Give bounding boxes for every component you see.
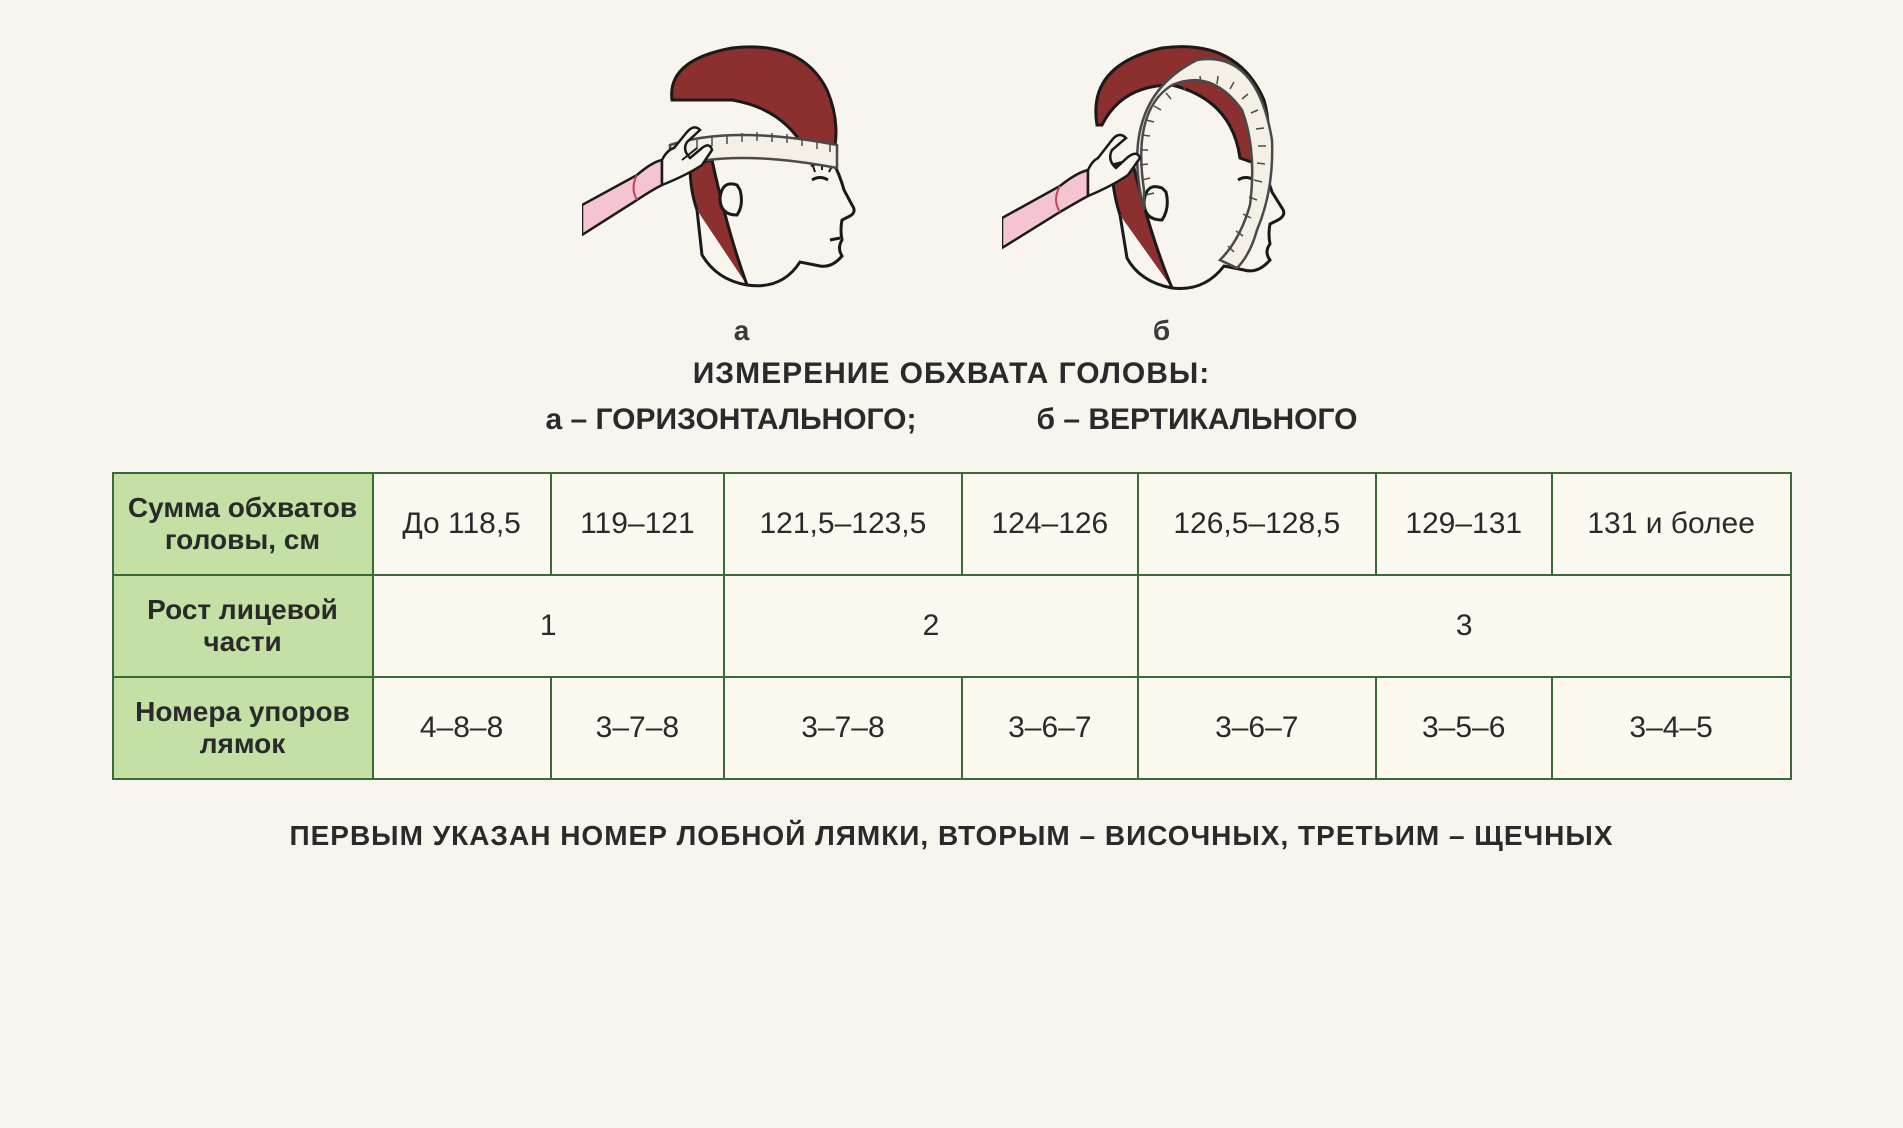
table-cell: 3–6–7 bbox=[1138, 677, 1376, 779]
table-cell: 124–126 bbox=[962, 473, 1138, 575]
table-cell: 131 и более bbox=[1552, 473, 1791, 575]
title-block: ИЗМЕРЕНИЕ ОБХВАТА ГОЛОВЫ: а – ГОРИЗОНТАЛ… bbox=[546, 357, 1358, 437]
illustration-b-label: б bbox=[1153, 315, 1170, 347]
table-cell: 3–7–8 bbox=[724, 677, 962, 779]
table-cell: 3 bbox=[1138, 575, 1791, 677]
title-main: ИЗМЕРЕНИЕ ОБХВАТА ГОЛОВЫ: bbox=[546, 357, 1358, 391]
title-sub-b: б – ВЕРТИКАЛЬНОГО bbox=[1037, 403, 1358, 437]
table-cell: 119–121 bbox=[551, 473, 724, 575]
head-horizontal-icon bbox=[582, 30, 902, 310]
illustration-a: а bbox=[582, 30, 902, 347]
illustration-b: б bbox=[1002, 30, 1322, 347]
table-cell: 4–8–8 bbox=[373, 677, 551, 779]
table-cell: 3–5–6 bbox=[1376, 677, 1552, 779]
illustrations-row: а bbox=[582, 30, 1322, 347]
footnote: ПЕРВЫМ УКАЗАН НОМЕР ЛОБНОЙ ЛЯМКИ, ВТОРЫМ… bbox=[289, 820, 1613, 852]
illustration-a-label: а bbox=[734, 315, 750, 347]
table-cell: 3–4–5 bbox=[1552, 677, 1791, 779]
sizing-table: Сумма обхватов головы, см До 118,5 119–1… bbox=[112, 472, 1792, 780]
table-row: Сумма обхватов головы, см До 118,5 119–1… bbox=[113, 473, 1791, 575]
table-cell: 126,5–128,5 bbox=[1138, 473, 1376, 575]
table-cell: 2 bbox=[724, 575, 1138, 677]
table-cell: 121,5–123,5 bbox=[724, 473, 962, 575]
row3-header: Номера упоров лямок bbox=[113, 677, 373, 779]
row2-header: Рост лицевой части bbox=[113, 575, 373, 677]
table-cell: 1 bbox=[373, 575, 725, 677]
table-row: Рост лицевой части 1 2 3 bbox=[113, 575, 1791, 677]
title-sub: а – ГОРИЗОНТАЛЬНОГО; б – ВЕРТИКАЛЬНОГО bbox=[546, 403, 1358, 437]
head-vertical-icon bbox=[1002, 30, 1322, 310]
row1-header: Сумма обхватов головы, см bbox=[113, 473, 373, 575]
table-cell: 3–6–7 bbox=[962, 677, 1138, 779]
table-cell: 129–131 bbox=[1376, 473, 1552, 575]
table-cell: До 118,5 bbox=[373, 473, 551, 575]
table-cell: 3–7–8 bbox=[551, 677, 724, 779]
title-sub-a: а – ГОРИЗОНТАЛЬНОГО; bbox=[546, 403, 917, 437]
table-row: Номера упоров лямок 4–8–8 3–7–8 3–7–8 3–… bbox=[113, 677, 1791, 779]
